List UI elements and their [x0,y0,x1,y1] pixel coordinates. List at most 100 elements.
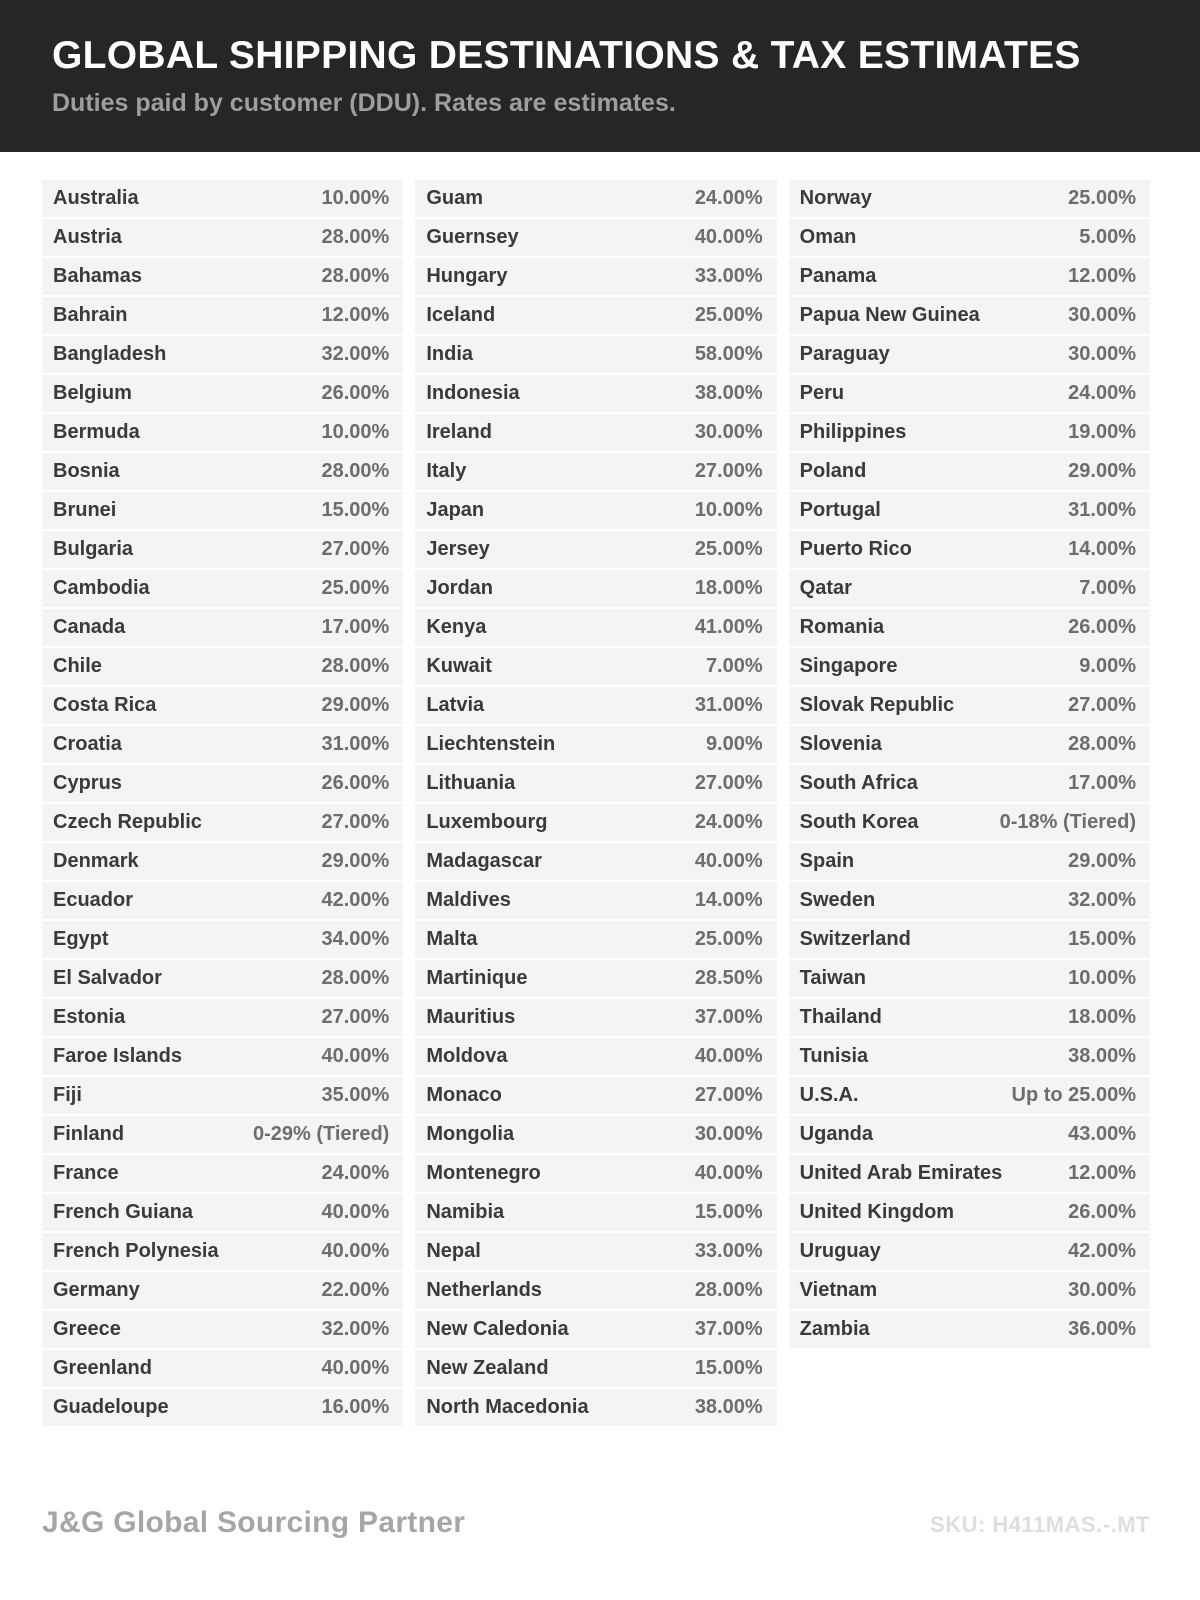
country-name: Vietnam [799,1279,878,1301]
country-name: Austria [53,226,122,248]
table-row: Panama 12.00% [788,258,1150,295]
table-row: Australia 10.00% [42,180,404,217]
country-name: Monaco [426,1084,502,1106]
country-name: Maldives [426,889,511,911]
table-row: El Salvador 28.00% [42,960,404,997]
tax-rate: 15.00% [694,1357,763,1379]
table-row: Thailand 18.00% [788,999,1150,1036]
tax-rate: 0-18% (Tiered) [999,811,1136,833]
table-row: Bermuda 10.00% [42,414,404,451]
tax-rate: 14.00% [1068,538,1136,560]
table-row: Norway 25.00% [788,180,1150,217]
country-name: Lithuania [426,772,516,794]
tax-rate: 31.00% [1068,499,1136,521]
table-row: Poland 29.00% [788,453,1150,490]
table-row: Germany 22.00% [42,1272,404,1309]
country-name: Croatia [53,733,122,755]
country-name: India [426,343,473,365]
table-row: Puerto Rico 14.00% [788,531,1150,568]
country-name: Faroe Islands [53,1045,182,1067]
tax-rate: 28.00% [321,226,390,248]
table-row: Uganda 43.00% [788,1116,1150,1153]
tax-rate: 33.00% [694,265,763,287]
table-row: Zambia 36.00% [788,1311,1150,1348]
table-row: Lithuania 27.00% [415,765,777,802]
tax-rate: 30.00% [1068,343,1136,365]
country-name: Ecuador [53,889,134,911]
tax-rate: 40.00% [321,1240,390,1262]
country-name: Ireland [426,421,492,443]
country-name: Canada [53,616,126,638]
table-row: Hungary 33.00% [415,258,777,295]
country-name: Costa Rica [53,694,157,716]
table-row: Cyprus 26.00% [42,765,404,802]
tax-rate: 10.00% [694,499,763,521]
country-name: Jersey [426,538,490,560]
table-row: Brunei 15.00% [42,492,404,529]
tax-rate: 24.00% [694,187,763,209]
table-column-2: Guam 24.00% Guernsey 40.00% Hungary 33.00% Ice… [415,180,777,1428]
country-name: Paraguay [799,343,890,365]
country-name: Bulgaria [53,538,134,560]
country-name: Nepal [426,1240,481,1262]
tax-rate: 5.00% [1079,226,1136,248]
country-name: Singapore [799,655,898,677]
tax-rate: 17.00% [321,616,390,638]
tax-rate: 26.00% [1068,616,1136,638]
country-name: Greece [53,1318,121,1340]
country-name: French Polynesia [53,1240,219,1262]
tax-rate: 0-29% (Tiered) [252,1123,390,1145]
tax-rate: 36.00% [1068,1318,1136,1340]
country-name: Denmark [53,850,139,872]
tax-rate: 40.00% [321,1201,390,1223]
tax-rate: 15.00% [321,499,390,521]
table-row: Slovak Republic 27.00% [788,687,1150,724]
tax-rate: 25.00% [694,928,763,950]
table-row: Paraguay 30.00% [788,336,1150,373]
country-name: Papua New Guinea [799,304,980,326]
table-row: Martinique 28.50% [415,960,777,997]
table-row: Bahamas 28.00% [42,258,404,295]
tax-rate: 27.00% [694,1084,763,1106]
tax-rate: 29.00% [321,850,390,872]
tax-rate: 10.00% [1068,967,1136,989]
tax-rate: 12.00% [1068,1162,1136,1184]
table-row: United Kingdom 26.00% [788,1194,1150,1231]
country-name: Puerto Rico [799,538,912,560]
tax-rate: 25.00% [1068,187,1136,209]
country-name: Kuwait [426,655,492,677]
country-name: Cyprus [53,772,122,794]
country-name: Netherlands [426,1279,542,1301]
table-row: Nepal 33.00% [415,1233,777,1270]
country-name: Bermuda [53,421,140,443]
tax-rate: 22.00% [321,1279,390,1301]
table-row: United Arab Emirates 12.00% [788,1155,1150,1192]
table-row: Iceland 25.00% [415,297,777,334]
country-name: Tunisia [799,1045,869,1067]
table-row: Czech Republic 27.00% [42,804,404,841]
tax-rate: 27.00% [321,538,390,560]
tax-rate: 28.00% [321,655,390,677]
country-name: Mauritius [426,1006,516,1028]
table-row: Singapore 9.00% [788,648,1150,685]
table-row: U.S.A. Up to 25.00% [788,1077,1150,1114]
tax-rate: 43.00% [1068,1123,1136,1145]
tax-rate: 18.00% [694,577,763,599]
table-row: Costa Rica 29.00% [42,687,404,724]
table-row: New Zealand 15.00% [415,1350,777,1387]
country-name: French Guiana [53,1201,194,1223]
table-row: Tunisia 38.00% [788,1038,1150,1075]
tax-rate: 28.50% [694,967,763,989]
country-name: Panama [799,265,877,287]
country-name: Spain [799,850,855,872]
country-name: Cambodia [53,577,150,599]
country-name: New Zealand [426,1357,549,1379]
table-row: South Africa 17.00% [788,765,1150,802]
tax-rate: 27.00% [694,772,763,794]
country-name: United Kingdom [799,1201,955,1223]
country-name: Guam [426,187,484,209]
country-name: Norway [799,187,872,209]
table-row: North Macedonia 38.00% [415,1389,777,1426]
country-name: South Korea [799,811,919,833]
table-row: Moldova 40.00% [415,1038,777,1075]
